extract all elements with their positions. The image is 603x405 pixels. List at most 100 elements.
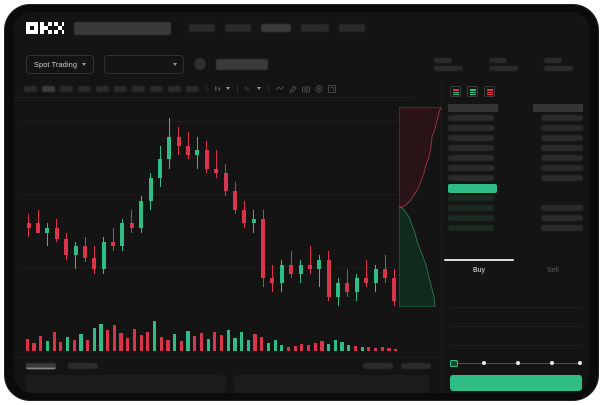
tab-buy[interactable]: Buy <box>442 259 516 281</box>
candle-body <box>232 191 237 210</box>
ask-size <box>448 135 494 141</box>
bid-price <box>541 195 583 201</box>
okx-logo-icon[interactable] <box>26 22 64 34</box>
timeframe-button-9[interactable] <box>168 85 181 92</box>
market-type-dropdown[interactable]: Spot Trading <box>26 54 95 74</box>
tab-open-orders[interactable] <box>26 363 56 369</box>
table-row[interactable] <box>448 203 583 213</box>
timeframe-button-2[interactable] <box>42 85 55 92</box>
timeframe-button-8[interactable] <box>150 85 163 92</box>
table-row[interactable] <box>448 113 583 123</box>
nav-item-5[interactable] <box>339 24 365 32</box>
slider-stop-75[interactable] <box>550 361 554 365</box>
candle-body <box>176 136 181 146</box>
slider-stop-100[interactable] <box>578 361 582 365</box>
bottom-action-2[interactable] <box>401 363 431 369</box>
bottom-card-right[interactable] <box>234 375 429 393</box>
nav-item-1[interactable] <box>189 24 215 32</box>
depth-chart <box>399 107 441 307</box>
volume-bar <box>280 344 284 351</box>
ask-price <box>541 125 583 131</box>
submit-buy-button[interactable] <box>450 375 582 391</box>
orderbook-panel: Buy Sell <box>441 80 589 393</box>
orderbook-view-bids-icon[interactable] <box>467 86 478 97</box>
candle-body <box>101 241 106 270</box>
candle-wick <box>318 255 320 288</box>
volume-bar <box>213 331 217 351</box>
orders-tabs <box>14 358 441 369</box>
chevron-down-icon <box>173 62 178 66</box>
trading-pair-dropdown[interactable] <box>104 54 185 74</box>
mark-price-value <box>448 183 497 193</box>
orderbook-view-asks-icon[interactable] <box>484 86 495 97</box>
timeframe-button-6[interactable] <box>114 85 127 92</box>
order-price-field[interactable] <box>450 289 582 308</box>
timeframe-button-1[interactable] <box>24 85 37 92</box>
slider-stop-25[interactable] <box>482 361 486 365</box>
camera-icon[interactable] <box>302 85 310 93</box>
order-side-tabs: Buy Sell <box>442 259 589 281</box>
candlestick-type-icon[interactable] <box>214 85 221 92</box>
slider-stop-50[interactable] <box>516 361 520 365</box>
table-row[interactable] <box>448 163 583 173</box>
order-amount-slider[interactable] <box>450 359 582 369</box>
table-row[interactable] <box>448 223 583 233</box>
fullscreen-icon[interactable] <box>328 84 336 93</box>
table-row[interactable] <box>448 123 583 133</box>
table-row[interactable] <box>448 193 583 203</box>
slider-handle[interactable] <box>450 359 458 367</box>
candle-body <box>289 264 294 274</box>
tab-sell[interactable]: Sell <box>547 266 559 274</box>
volume-bar <box>219 335 224 351</box>
tab-order-history[interactable] <box>68 363 98 369</box>
orderbook-view-all-icon[interactable] <box>450 86 461 97</box>
volume-bar <box>313 343 317 351</box>
volume-bar <box>380 347 384 351</box>
table-row[interactable] <box>448 173 583 183</box>
timeframe-button-5[interactable] <box>96 85 109 92</box>
stat-value <box>434 65 463 71</box>
nav-item-4[interactable] <box>301 24 329 32</box>
settings-icon[interactable] <box>315 84 323 93</box>
price-chart[interactable] <box>14 99 414 357</box>
timeframe-button-10[interactable] <box>186 85 199 92</box>
timeframe-button-7[interactable] <box>132 85 145 92</box>
indicator-icon[interactable]: fx <box>245 85 252 92</box>
table-row[interactable] <box>448 143 583 153</box>
volume-bar <box>206 338 210 351</box>
timeframe-button-4[interactable] <box>78 85 91 92</box>
table-row[interactable] <box>448 133 583 143</box>
candle-body <box>251 218 256 224</box>
stat-label <box>544 57 562 63</box>
bottom-action-1[interactable] <box>363 363 393 369</box>
nav-item-2[interactable] <box>225 24 251 32</box>
timeframe-button-3[interactable] <box>60 85 73 92</box>
global-search-input[interactable] <box>74 21 171 35</box>
stat-label <box>489 57 507 63</box>
volume-bar <box>39 336 43 351</box>
volume-bar <box>173 334 177 351</box>
orders-actions <box>363 363 431 369</box>
ask-price <box>541 115 583 121</box>
table-row[interactable] <box>448 213 583 223</box>
chevron-down-icon[interactable] <box>257 87 261 90</box>
order-amount-field[interactable] <box>450 308 582 327</box>
nav-item-3[interactable] <box>261 24 291 32</box>
market-pair-bar: Spot Trading <box>14 50 589 78</box>
ask-price <box>541 165 583 171</box>
chevron-down-icon[interactable] <box>226 87 230 90</box>
bid-price <box>541 225 583 231</box>
candle-body <box>354 278 359 293</box>
candle-wick <box>37 209 39 231</box>
order-total-field[interactable] <box>450 327 582 346</box>
volume-bar <box>86 340 90 351</box>
volume-bar <box>45 341 50 351</box>
bottom-card-left[interactable] <box>26 375 227 393</box>
drawing-tool-icon[interactable] <box>289 84 297 93</box>
volume-bar <box>373 348 378 351</box>
candle-body <box>326 260 331 297</box>
volume-bar <box>199 333 204 351</box>
table-row[interactable] <box>448 153 583 163</box>
line-style-icon[interactable] <box>276 85 284 92</box>
